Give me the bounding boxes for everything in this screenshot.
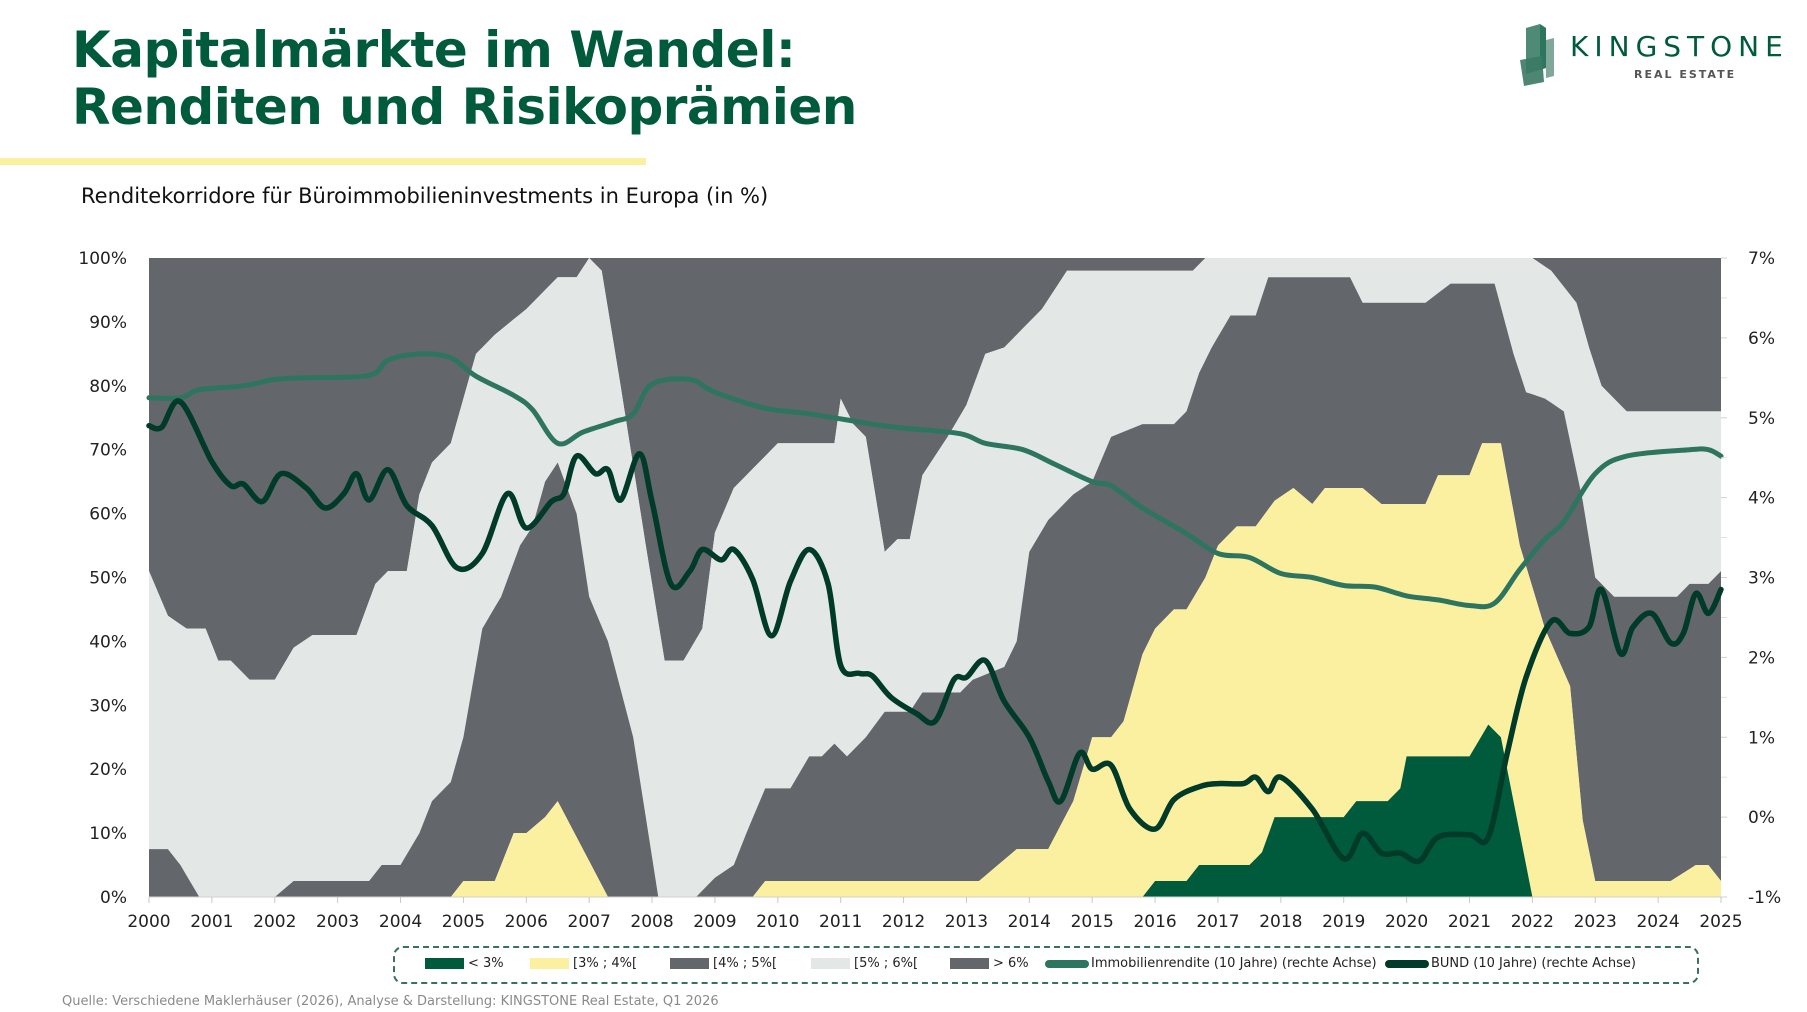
legend-item: BUND (10 Jahre) (rechte Achse) [1385,956,1636,971]
page-title: Kapitalmärkte im Wandel: Renditen und Ri… [72,22,857,136]
y-left-tick-label: 80% [89,377,127,397]
logo-wordmark: KINGSTONE [1570,30,1789,63]
legend-label: [4% ; 5%[ [713,956,778,971]
legend-label: > 6% [993,956,1029,971]
x-tick-label: 2001 [190,912,233,932]
legend-item: Immobilienrendite (10 Jahre) (rechte Ach… [1045,956,1377,971]
legend-color-swatch [670,958,709,969]
logo-subtitle: REAL ESTATE [1634,68,1737,81]
legend: < 3% [3% ; 4%[ [4% ; 5%[ [5% ; 6%[ > 6% Immob… [393,946,1699,984]
x-tick-label: 2022 [1511,912,1554,932]
band-gt-6pct [149,258,1721,680]
legend-item: > 6% [950,956,1029,971]
legend-label: [3% ; 4%[ [573,956,638,971]
x-tick-label: 2003 [316,912,359,932]
legend-color-swatch [530,958,569,969]
x-tick-label: 2021 [1448,912,1491,932]
y-right-tick-label: 1% [1748,728,1775,748]
line-series [146,351,1724,865]
legend-label: [5% ; 6%[ [854,956,919,971]
kingstone-logo: KINGSTONE REAL ESTATE [1520,24,1783,88]
y-right-tick-label: 3% [1748,569,1775,589]
x-tick-label: 2013 [945,912,988,932]
y-right-tick-label: 2% [1748,648,1775,668]
x-tick-label: 2000 [127,912,170,932]
x-tick-label: 2007 [568,912,611,932]
axes: 2000 2001 2002 2003 2004 2005 2006 2007 2008 2009… [78,249,1781,932]
x-tick-label: 2024 [1636,912,1679,932]
x-tick-label: 2014 [1008,912,1051,932]
y-left-tick-label: 40% [89,632,127,652]
x-tick-label: 2006 [505,912,548,932]
x-tick-label: 2004 [379,912,422,932]
legend-label: Immobilienrendite (10 Jahre) (rechte Ach… [1091,956,1377,971]
x-tick-label: 2002 [253,912,296,932]
band-4-5pct [149,277,1721,897]
y-right-tick-label: -1% [1748,888,1781,908]
legend-color-swatch [811,958,850,969]
band-5-6pct [149,258,1721,897]
x-tick-label: 2009 [693,912,736,932]
x-tick-label: 2012 [882,912,925,932]
title-line-1: Kapitalmärkte im Wandel: [72,21,796,79]
building-logo-icon [1520,24,1554,86]
x-tick-label: 2016 [1133,912,1176,932]
y-left-tick-label: 10% [89,824,127,844]
source-note: Quelle: Verschiedene Maklerhäuser (2026)… [62,994,719,1009]
y-left-tick-label: 0% [100,888,127,908]
y-left-tick-label: 30% [89,696,127,716]
title-underline [0,158,646,165]
legend-label: < 3% [468,956,504,971]
y-right-tick-label: 4% [1748,489,1775,509]
y-left-tick-label: 90% [89,313,127,333]
x-tick-label: 2010 [756,912,799,932]
chart-title: Renditekorridore für Büroimmobilieninves… [81,184,769,208]
legend-item: [4% ; 5%[ [670,956,777,971]
line-immobilienrendite [146,351,1724,610]
band-lt-3pct [149,724,1721,897]
legend-item: < 3% [425,956,504,971]
legend-line-swatch [1385,959,1429,968]
x-tick-label: 2005 [442,912,485,932]
y-right-tick-label: 0% [1748,808,1775,828]
x-tick-label: 2011 [819,912,862,932]
y-left-tick-label: 50% [89,569,127,589]
x-tick-label: 2008 [630,912,673,932]
x-tick-label: 2023 [1574,912,1617,932]
legend-item: [5% ; 6%[ [811,956,918,971]
legend-item: [3% ; 4%[ [530,956,637,971]
legend-color-swatch [425,958,464,969]
x-tick-label: 2019 [1322,912,1365,932]
legend-line-swatch [1045,959,1089,968]
y-right-tick-label: 7% [1748,249,1775,269]
y-right-tick-label: 5% [1748,409,1775,429]
y-left-tick-label: 100% [78,249,127,269]
stacked-areas [149,258,1721,897]
y-left-tick-label: 20% [89,760,127,780]
x-tick-label: 2015 [1071,912,1114,932]
y-left-tick-label: 60% [89,505,127,525]
title-line-2: Renditen und Risikoprämien [72,78,857,136]
band-3-4pct [149,443,1721,897]
legend-label: BUND (10 Jahre) (rechte Achse) [1431,956,1636,971]
x-tick-label: 2018 [1259,912,1302,932]
legend-color-swatch [950,958,989,969]
x-tick-label: 2025 [1699,912,1742,932]
y-right-tick-label: 6% [1748,329,1775,349]
x-tick-label: 2017 [1196,912,1239,932]
line-bund [146,398,1724,865]
x-tick-label: 2020 [1385,912,1428,932]
chart: 2000 2001 2002 2003 2004 2005 2006 2007 2008 2009… [78,249,1781,932]
y-left-tick-label: 70% [89,441,127,461]
